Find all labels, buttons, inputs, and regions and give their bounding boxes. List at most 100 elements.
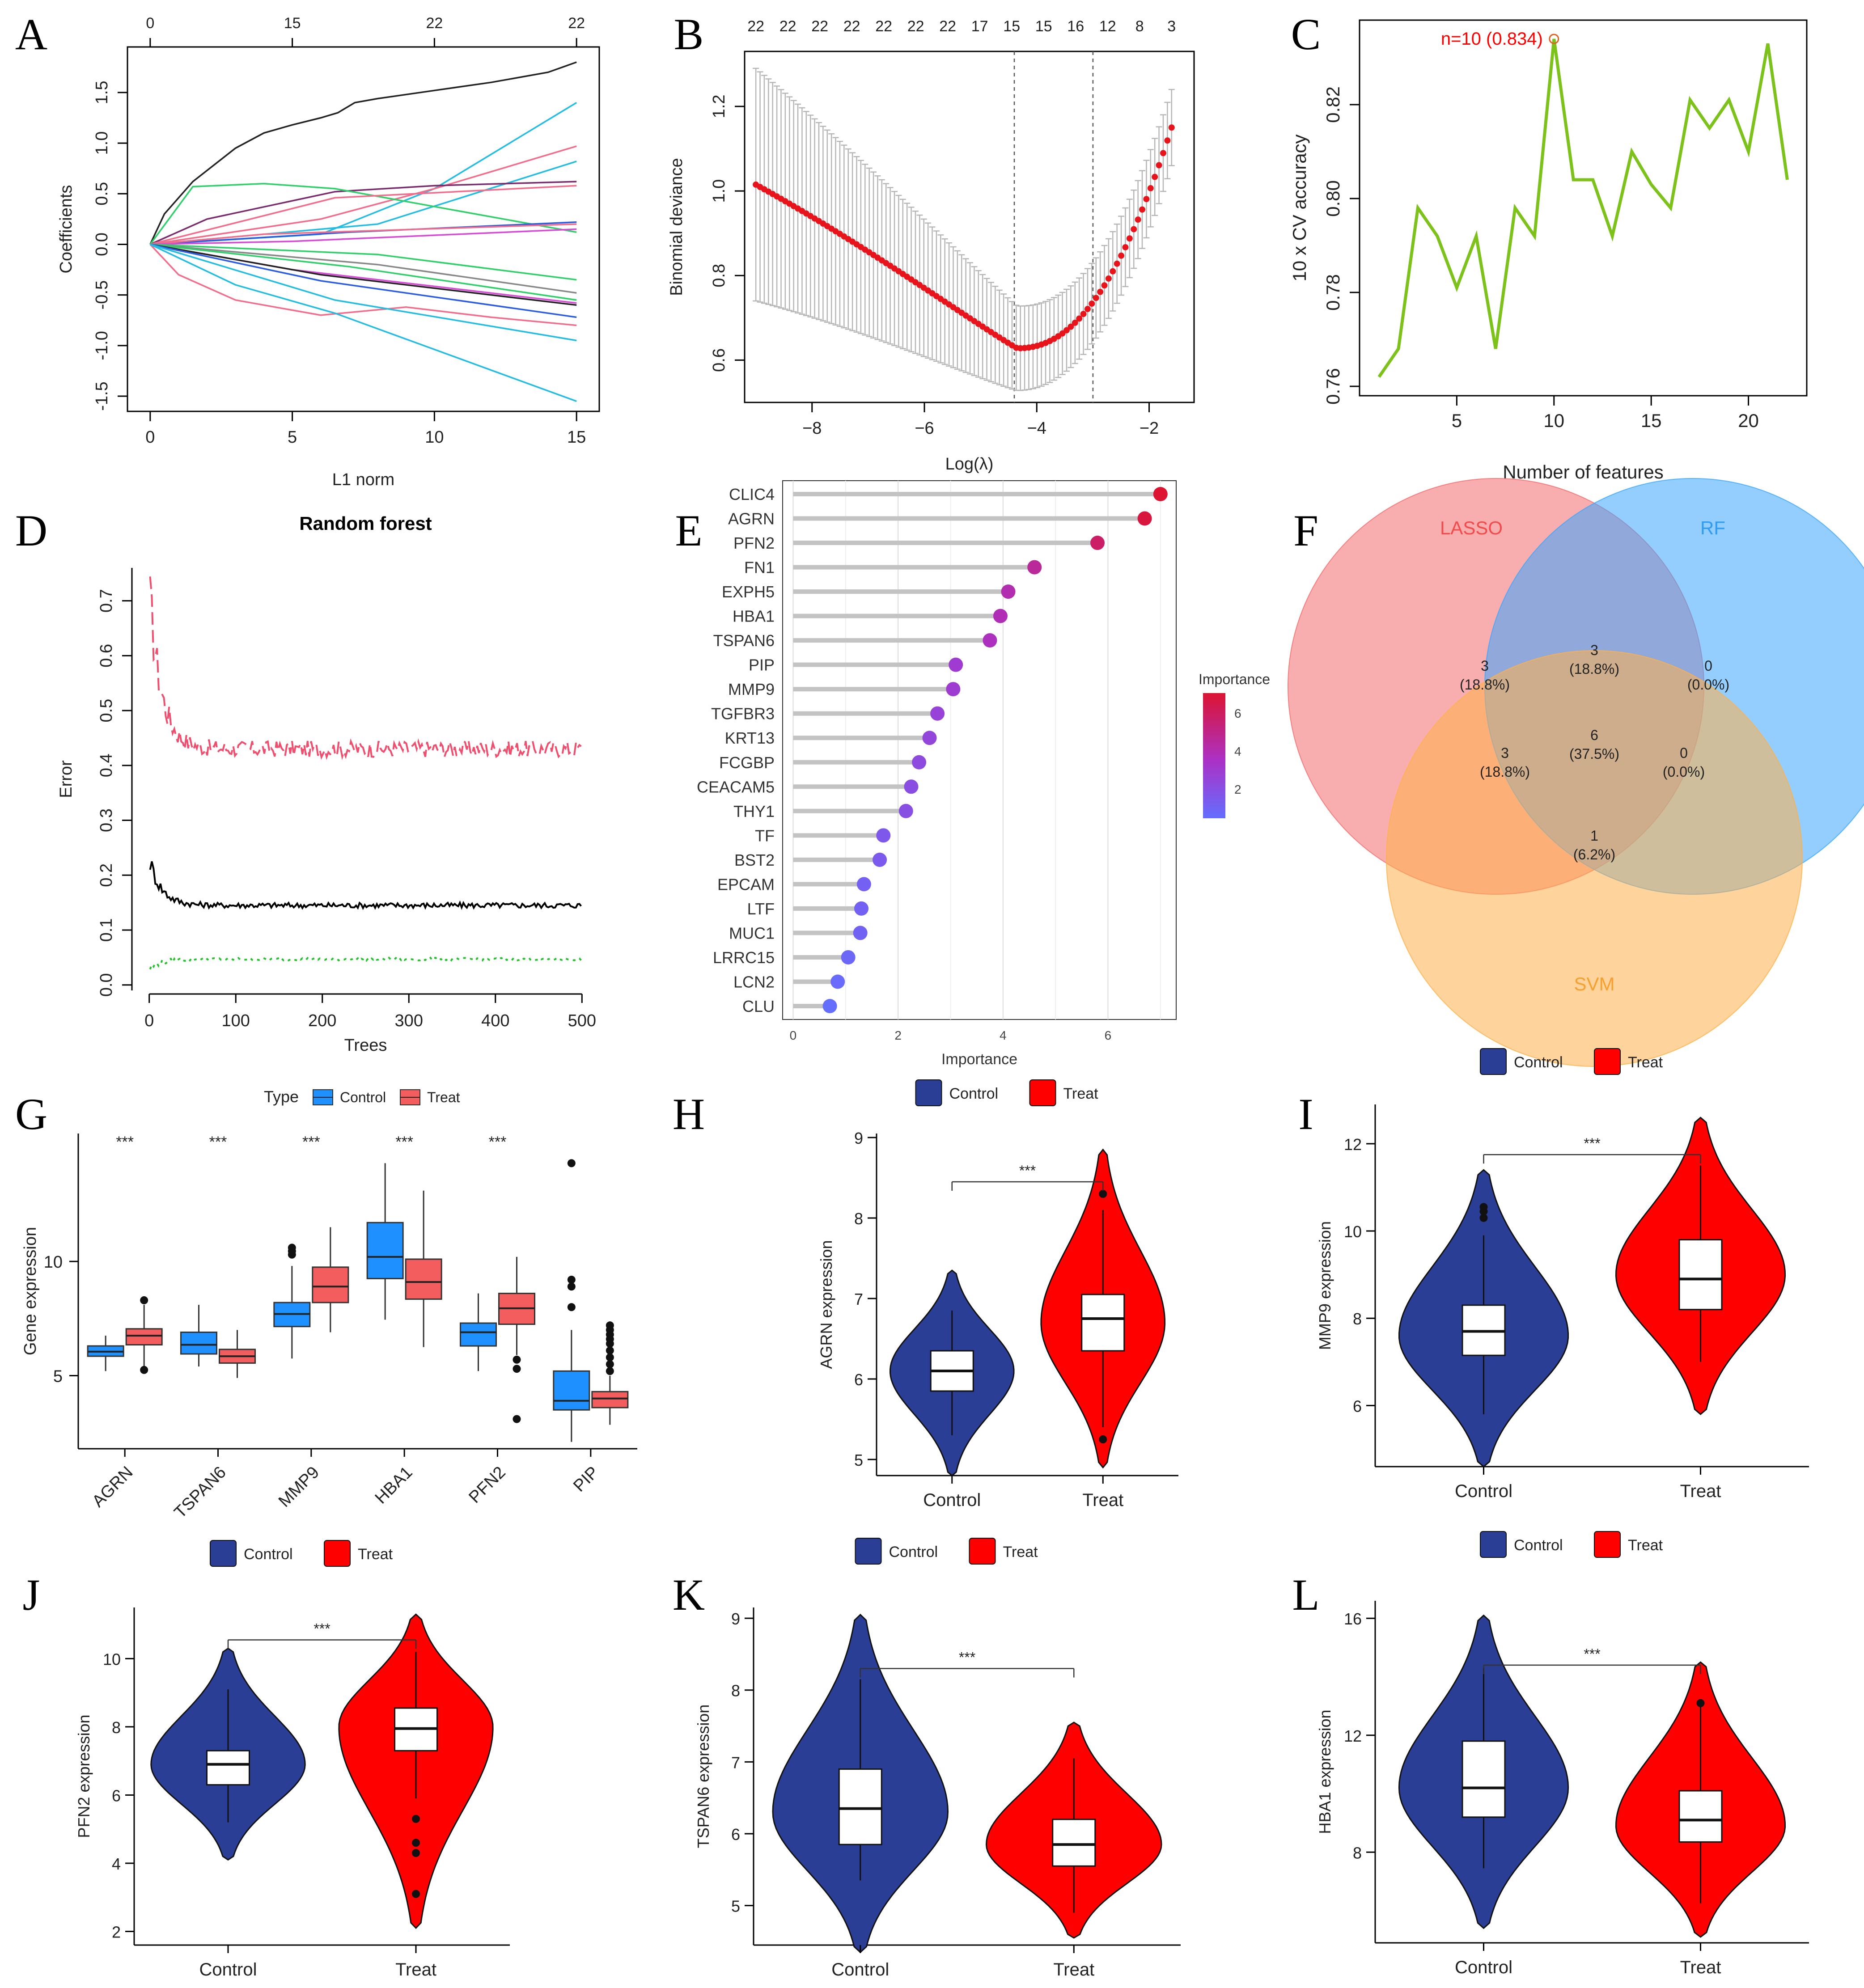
y-tick-label: 7	[854, 1290, 863, 1308]
lollipop-point	[876, 828, 891, 843]
top-axis-label: 22	[426, 15, 443, 32]
panel-j: J Control Treat *** 2 4 6 8 10 PFN2 expression Con…	[23, 1540, 510, 1980]
x-tick-label: Control	[831, 1960, 889, 1980]
venn-region-count: 0	[1680, 745, 1688, 761]
legend-swatch	[1029, 1079, 1056, 1106]
legend-swatch	[1480, 1048, 1507, 1075]
legend: Control Treat	[1480, 1531, 1663, 1558]
gene-label: EXPH5	[722, 583, 775, 601]
top-axis-label: 12	[1099, 18, 1116, 35]
gene-label: FN1	[744, 558, 775, 577]
coefficient-path	[150, 185, 577, 245]
lollipop-point	[898, 804, 913, 818]
outlier-point	[606, 1353, 614, 1362]
panel-label-j: J	[23, 1570, 40, 1620]
x-tick-label: 400	[481, 1011, 509, 1030]
plot-frame	[744, 51, 1195, 403]
venn-region-count: 6	[1590, 727, 1598, 743]
x-tick-label: 100	[222, 1011, 250, 1030]
outlier-point	[567, 1303, 576, 1311]
lollipop-point	[1001, 584, 1016, 599]
legend-label: Treat	[427, 1089, 460, 1105]
top-axis-label: 22	[939, 18, 956, 35]
panel-label-b: B	[674, 9, 704, 59]
panel-h: H Control Treat *** 5 6 7 8 9 AGRN expression Cont…	[673, 1079, 1178, 1510]
lollipop-point	[983, 633, 997, 648]
coefficient-path	[149, 244, 577, 326]
y-tick-label: 5	[53, 1367, 63, 1386]
x-tick-label: 15	[1641, 410, 1662, 431]
x-tick-label: 2	[894, 1028, 902, 1042]
y-tick-label: 4	[112, 1855, 121, 1873]
x-tick-label: −8	[802, 419, 822, 438]
box	[553, 1370, 590, 1411]
x-tick-label: −2	[1140, 419, 1159, 438]
venn-region-count: 0	[1704, 658, 1712, 674]
lollipop-point	[922, 731, 937, 745]
legend-label: Treat	[1628, 1537, 1663, 1554]
y-tick-label: 1.0	[710, 179, 729, 203]
lollipop-point	[1137, 511, 1152, 526]
panel-f: F LASSO RF SVM 3 (18.8%) 0 (0.0%) 1 (6.2%) 3 (18.8%…	[1288, 478, 1864, 1067]
accuracy-line	[1377, 38, 1789, 378]
x-tick-label: 0	[145, 428, 155, 447]
coefficient-path	[150, 243, 577, 306]
lollipop-point	[912, 755, 927, 770]
venn-region-percent: (6.2%)	[1573, 846, 1615, 863]
box	[405, 1258, 442, 1300]
x-tick-label: 0	[790, 1028, 797, 1042]
top-axis-label: 22	[843, 18, 860, 35]
x-axis-label: Number of features	[1503, 461, 1664, 482]
y-axis-label: 10 x CV accuracy	[1289, 134, 1310, 281]
best-point-label: n=10 (0.834)	[1441, 29, 1543, 49]
top-axis-label: 22	[779, 18, 796, 35]
significance-label: ***	[302, 1134, 320, 1151]
x-axis-label: L1 norm	[332, 470, 394, 489]
panel-label-c: C	[1291, 9, 1321, 59]
y-tick-label: 0.78	[1322, 274, 1343, 311]
y-tick-label: 12	[1344, 1135, 1362, 1154]
x-tick-label: Treat	[1082, 1490, 1123, 1510]
panel-label-d: D	[15, 506, 47, 555]
legend-swatch	[210, 1540, 237, 1567]
venn-region-percent: (37.5%)	[1569, 746, 1619, 762]
y-tick-label: 0.82	[1322, 86, 1343, 123]
x-tick-label: Treat	[1053, 1960, 1094, 1980]
coefficient-path	[150, 223, 577, 245]
deviance-point	[1168, 124, 1175, 131]
significance-label: ***	[489, 1134, 507, 1151]
legend-title: Importance	[1199, 671, 1270, 687]
importance-legend: Importance 6 4 2	[1199, 671, 1270, 818]
x-tick-label: TSPAN6	[171, 1463, 230, 1522]
legend-swatch	[1480, 1531, 1507, 1558]
deviance-point	[1068, 323, 1074, 330]
gene-label: TGFBR3	[711, 705, 775, 723]
y-axis-label: PFN2 expression	[75, 1714, 93, 1838]
outlier-point	[513, 1355, 521, 1364]
box	[366, 1222, 404, 1279]
legend: Control Treat	[210, 1540, 393, 1567]
x-tick-label: 300	[395, 1011, 423, 1030]
y-tick-label: 7	[731, 1753, 740, 1772]
lollipop-point	[1090, 536, 1105, 550]
y-tick-label: 1.5	[93, 80, 111, 104]
lollipop-point	[854, 901, 868, 916]
top-axis-label: 8	[1135, 18, 1144, 35]
deviance-point	[1105, 275, 1112, 282]
gene-label: BST2	[734, 851, 775, 869]
venn-region-count: 1	[1590, 828, 1598, 844]
coefficient-path	[150, 243, 577, 318]
gene-label: HBA1	[733, 607, 775, 626]
coefficient-path	[150, 102, 577, 245]
legend-swatch	[969, 1538, 996, 1565]
deviance-point	[1110, 268, 1116, 275]
top-axis-label: 22	[568, 15, 585, 32]
panel-label-l: L	[1292, 1570, 1319, 1620]
deviance-point	[1147, 185, 1154, 191]
top-axis-label: 3	[1167, 18, 1176, 35]
plot-frame	[127, 46, 600, 412]
venn-region-percent: (18.8%)	[1480, 764, 1530, 780]
legend-label: Control	[1514, 1537, 1563, 1554]
chart-title: Random forest	[299, 513, 432, 534]
y-tick-label: 0.7	[97, 589, 116, 613]
